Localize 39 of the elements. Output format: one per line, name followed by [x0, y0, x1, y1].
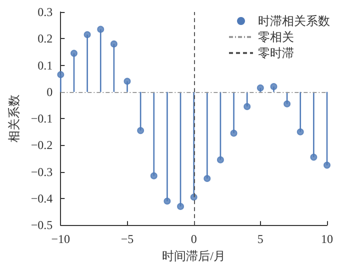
point	[230, 130, 238, 137]
point	[310, 154, 318, 161]
ref-line-label: 零时滞	[258, 46, 294, 60]
point	[84, 31, 91, 38]
x-tick-label: −5	[120, 232, 134, 246]
y-tick-label: 0	[46, 84, 53, 99]
point	[57, 71, 64, 78]
x-tick-label: 10	[321, 232, 333, 246]
point	[216, 156, 224, 164]
point	[270, 83, 278, 90]
point	[110, 40, 118, 48]
y-tick-label: 0.3	[38, 5, 53, 19]
y-tick-label: 0.1	[38, 58, 53, 72]
point	[204, 174, 211, 182]
point	[177, 202, 184, 210]
y-tick-label: −0.5	[30, 218, 53, 232]
point	[70, 50, 78, 57]
point	[284, 100, 291, 108]
legend-label: 时滞相关系数	[258, 14, 330, 28]
point	[150, 172, 158, 180]
x-axis-title: 时间滞后/月	[162, 249, 226, 263]
point	[137, 127, 144, 134]
point	[296, 128, 304, 136]
point	[256, 84, 264, 92]
y-tick-label: −0.3	[30, 164, 53, 179]
x-tick-label: −10	[51, 232, 70, 246]
point	[97, 26, 104, 33]
point	[324, 162, 330, 169]
y-axis-title: 相关系数	[7, 94, 21, 143]
x-tick-label: 0	[190, 232, 197, 246]
y-tick-label: 0.2	[38, 32, 53, 46]
y-tick-label: −0.1	[30, 112, 53, 126]
point	[164, 198, 171, 205]
point	[244, 103, 251, 110]
legend-label: 零相关	[258, 30, 294, 44]
x-tick-label: 5	[257, 232, 264, 246]
y-tick-label: −0.2	[30, 138, 53, 152]
y-tick-label: −0.4	[30, 191, 53, 206]
point	[124, 78, 131, 85]
